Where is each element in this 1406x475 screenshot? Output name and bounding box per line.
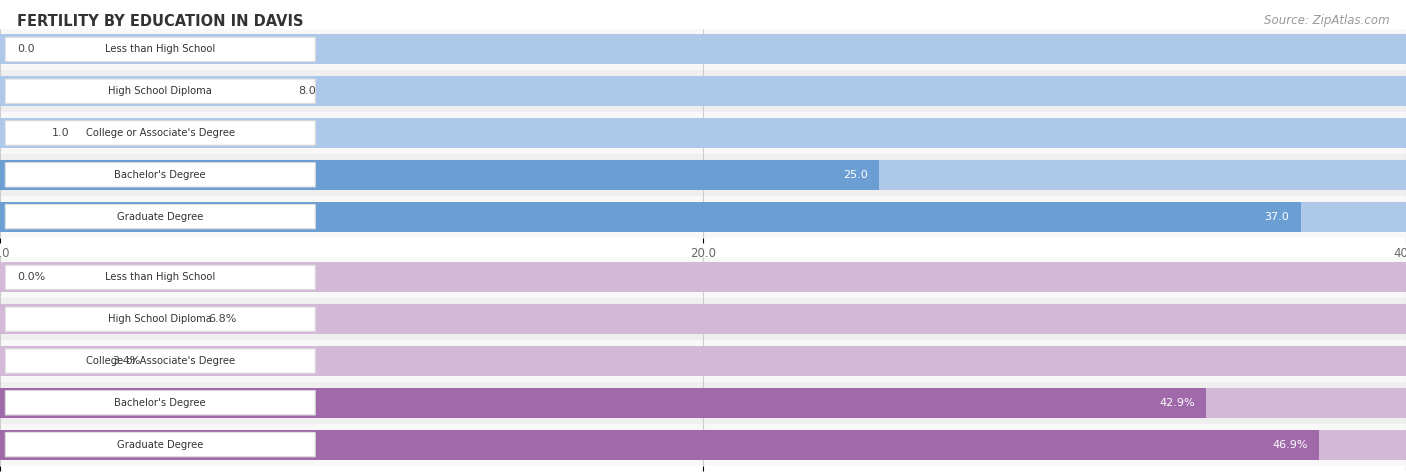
Bar <box>0 70 1406 112</box>
Bar <box>0 424 1406 466</box>
FancyBboxPatch shape <box>6 390 315 415</box>
Bar <box>0 34 1406 65</box>
FancyBboxPatch shape <box>6 37 315 62</box>
Text: Less than High School: Less than High School <box>105 44 215 55</box>
Text: 0.0: 0.0 <box>17 44 35 55</box>
Text: Bachelor's Degree: Bachelor's Degree <box>114 398 207 408</box>
FancyBboxPatch shape <box>6 204 315 229</box>
Bar <box>0 262 1406 293</box>
Bar <box>0 346 1406 376</box>
Bar <box>0 201 1406 232</box>
Text: Bachelor's Degree: Bachelor's Degree <box>114 170 207 180</box>
Bar <box>0 201 1301 232</box>
Text: Graduate Degree: Graduate Degree <box>117 211 204 222</box>
Text: 0.0%: 0.0% <box>17 272 45 283</box>
Text: Less than High School: Less than High School <box>105 272 215 283</box>
Bar <box>0 429 1319 460</box>
FancyBboxPatch shape <box>6 79 315 104</box>
Bar <box>0 112 1406 154</box>
Text: 42.9%: 42.9% <box>1160 398 1195 408</box>
Text: Source: ZipAtlas.com: Source: ZipAtlas.com <box>1264 14 1389 27</box>
FancyBboxPatch shape <box>6 162 315 187</box>
Bar <box>0 304 1406 334</box>
Bar <box>0 154 1406 196</box>
Bar <box>0 340 1406 382</box>
Text: College or Associate's Degree: College or Associate's Degree <box>86 356 235 366</box>
Bar <box>0 160 1406 190</box>
Text: FERTILITY BY EDUCATION IN DAVIS: FERTILITY BY EDUCATION IN DAVIS <box>17 14 304 29</box>
Bar <box>0 388 1406 418</box>
Bar <box>0 118 35 148</box>
FancyBboxPatch shape <box>6 349 315 373</box>
Bar <box>0 382 1406 424</box>
FancyBboxPatch shape <box>6 121 315 145</box>
Text: 6.8%: 6.8% <box>208 314 236 324</box>
FancyBboxPatch shape <box>6 432 315 457</box>
Text: 1.0: 1.0 <box>52 128 70 138</box>
Bar <box>0 256 1406 298</box>
FancyBboxPatch shape <box>6 307 315 332</box>
Text: 46.9%: 46.9% <box>1272 439 1308 450</box>
Bar <box>0 346 96 376</box>
Bar <box>0 76 1406 106</box>
Text: 3.4%: 3.4% <box>112 356 141 366</box>
Bar <box>0 298 1406 340</box>
Bar <box>0 76 281 106</box>
Bar <box>0 28 1406 70</box>
Text: College or Associate's Degree: College or Associate's Degree <box>86 128 235 138</box>
Text: High School Diploma: High School Diploma <box>108 314 212 324</box>
Text: 25.0: 25.0 <box>842 170 868 180</box>
Bar <box>0 160 879 190</box>
Bar <box>0 388 1206 418</box>
Bar <box>0 429 1406 460</box>
Text: 8.0: 8.0 <box>298 86 316 96</box>
Text: Graduate Degree: Graduate Degree <box>117 439 204 450</box>
Text: 37.0: 37.0 <box>1264 211 1289 222</box>
Text: High School Diploma: High School Diploma <box>108 86 212 96</box>
FancyBboxPatch shape <box>6 265 315 290</box>
Bar <box>0 196 1406 238</box>
Bar <box>0 118 1406 148</box>
Bar <box>0 304 191 334</box>
